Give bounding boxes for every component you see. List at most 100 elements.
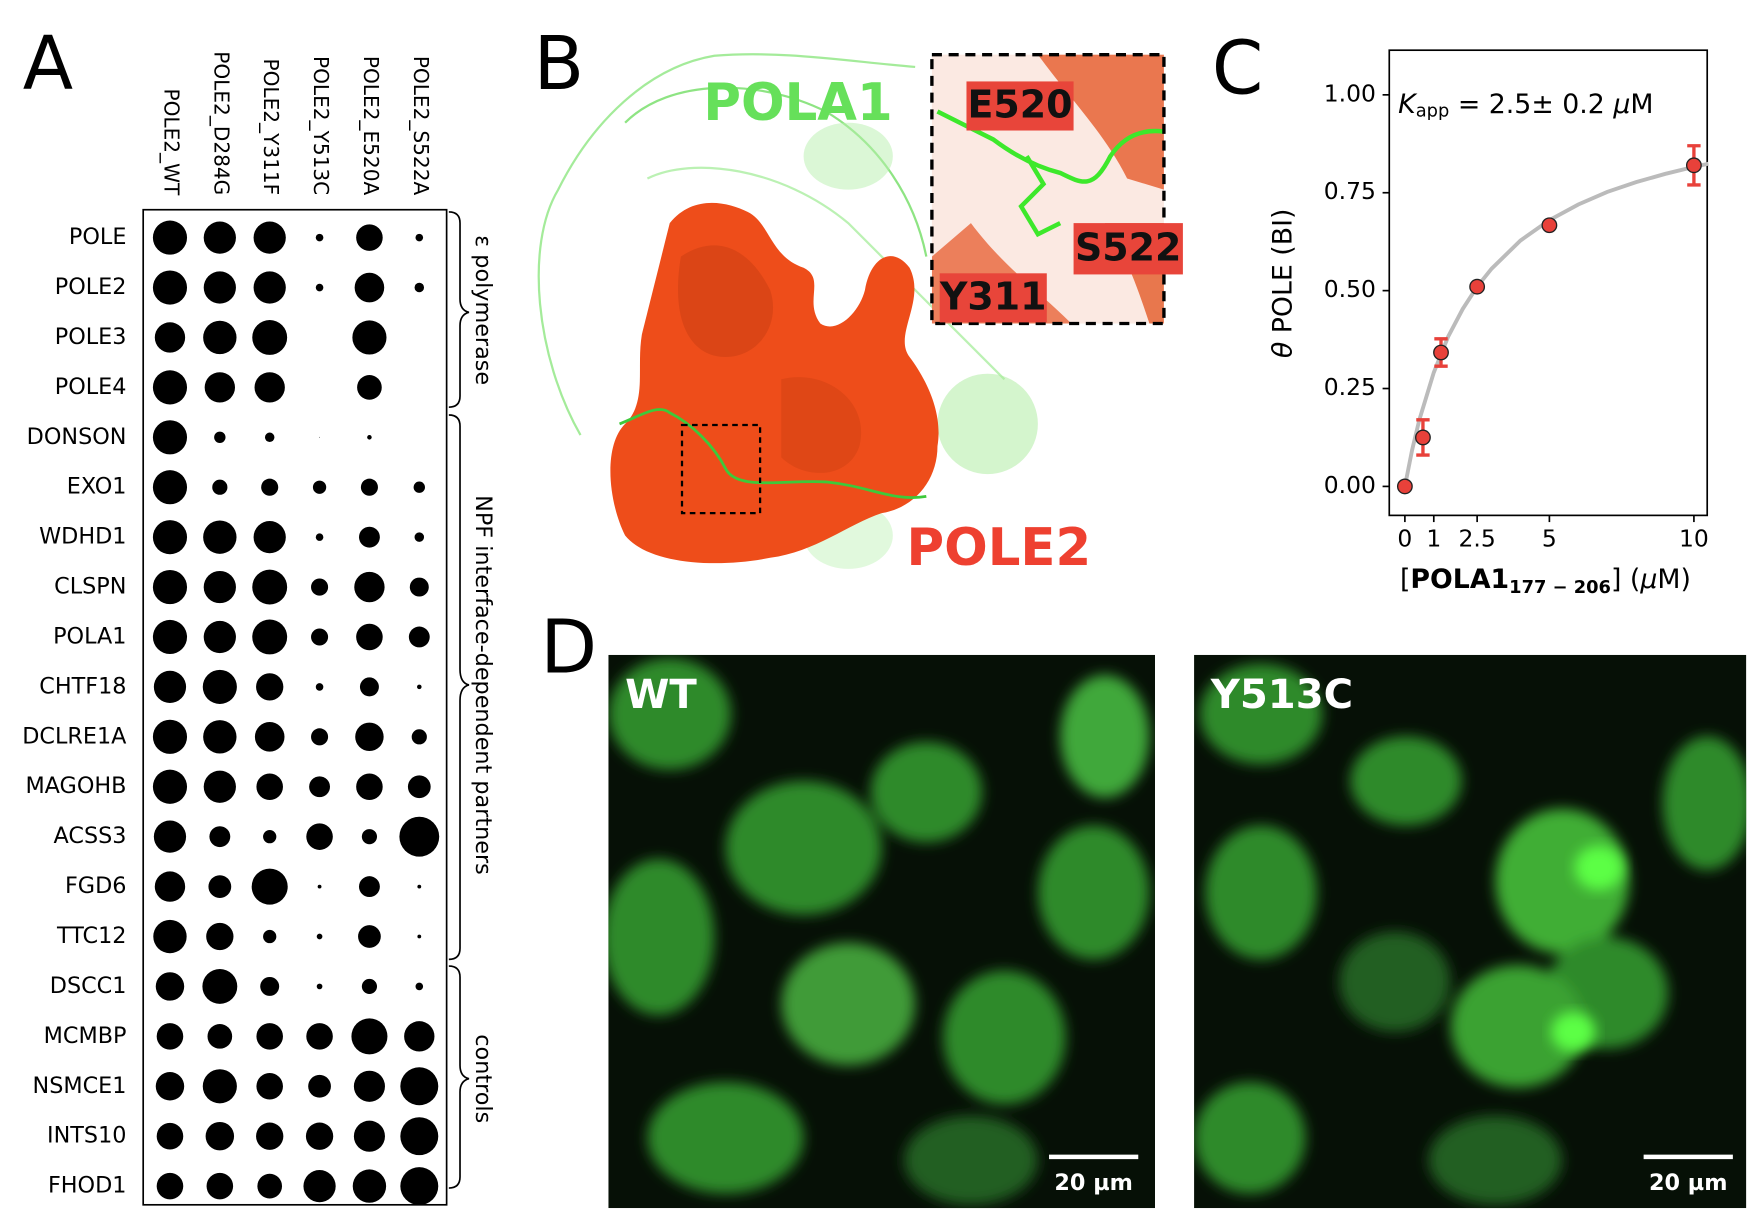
dot: [152, 420, 188, 455]
dot: [256, 1122, 284, 1150]
dot: [312, 480, 327, 494]
dot: [252, 569, 288, 605]
y-tick-label: 1.00: [1324, 79, 1376, 107]
dot: [400, 1067, 439, 1106]
row-label: MAGOHB: [25, 773, 126, 799]
panel-letter: C: [1212, 27, 1263, 112]
dot: [214, 431, 226, 443]
dot: [414, 532, 425, 542]
dot: [308, 1074, 331, 1098]
group-bracket: [448, 211, 470, 409]
row-label: DSCC1: [50, 973, 127, 999]
x-tick-label: 5: [1542, 524, 1557, 552]
row-label: CLSPN: [54, 574, 126, 600]
dot-plot-frame: [142, 208, 448, 1206]
panel-letter: D: [540, 606, 597, 691]
dot: [417, 934, 422, 939]
dot: [361, 978, 378, 995]
row-label: POLE4: [55, 374, 127, 400]
dot: [353, 1120, 385, 1152]
group-bracket: [448, 965, 470, 1189]
dot: [152, 270, 188, 305]
dot: [358, 876, 380, 898]
data-point: [1469, 278, 1486, 295]
dot: [152, 719, 188, 754]
fit-curve: [1402, 161, 1709, 487]
dot: [413, 481, 425, 493]
dot: [351, 1018, 388, 1055]
dot: [264, 432, 275, 443]
x-tick-label: 10: [1679, 524, 1709, 552]
residue-label: S522: [1075, 225, 1181, 269]
dot: [254, 722, 285, 752]
dot: [156, 1023, 184, 1050]
row-label: NSMCE1: [33, 1073, 127, 1099]
dot: [407, 775, 431, 799]
dot: [208, 875, 232, 898]
label-part: [: [1400, 564, 1410, 595]
dot: [409, 577, 429, 597]
dot: [256, 1023, 283, 1050]
dot: [153, 919, 187, 954]
dot: [202, 968, 238, 1004]
label-part: POLE (BI): [1267, 209, 1298, 342]
dot: [203, 320, 237, 355]
dot: [417, 884, 422, 889]
group-bracket: [448, 414, 470, 961]
dot: [315, 233, 324, 242]
dot: [354, 571, 385, 603]
dot: [417, 684, 422, 690]
dot: [254, 372, 285, 403]
dot: [356, 224, 383, 251]
dot: [399, 816, 440, 857]
dot: [404, 1021, 435, 1052]
row-label: TTC12: [56, 923, 126, 949]
label-part: M): [1657, 564, 1691, 595]
dot: [205, 1121, 235, 1151]
label-part: ] (: [1611, 564, 1640, 595]
annotation-part: M: [1630, 88, 1653, 119]
dot: [203, 720, 237, 754]
scale-bar-label: 20 µm: [1054, 1170, 1132, 1196]
plot-frame: [1388, 49, 1709, 517]
dot: [415, 233, 424, 242]
dot: [311, 628, 329, 646]
dot: [360, 478, 378, 496]
dot: [256, 1073, 283, 1100]
dot: [253, 271, 286, 304]
dot: [257, 1173, 283, 1199]
dot: [306, 823, 333, 850]
dot: [207, 1024, 233, 1049]
scale-bar-label: 20 µm: [1649, 1170, 1727, 1196]
y-tick-label: 0.75: [1324, 177, 1376, 205]
dot: [202, 669, 237, 704]
dot: [319, 436, 320, 438]
group-label: NPF interface-dependent partners: [470, 495, 496, 875]
dot: [153, 670, 187, 704]
row-label: WDHD1: [39, 524, 126, 550]
row-label: CHTF18: [39, 673, 126, 699]
dot: [206, 922, 234, 951]
dot: [256, 673, 284, 701]
label-part: μ: [1639, 564, 1657, 595]
annotation: Kapp = 2.5± 0.2 μM: [1398, 88, 1653, 121]
data-point: [1396, 478, 1413, 495]
dot: [152, 569, 188, 605]
data-point: [1433, 344, 1449, 361]
dot: [305, 1122, 334, 1150]
dot: [253, 521, 286, 554]
dot: [203, 620, 236, 654]
column-label: POLE2_S522A: [409, 56, 433, 196]
row-label: INTS10: [47, 1123, 126, 1149]
x-tick-label: 2.5: [1459, 524, 1496, 552]
dot: [359, 677, 379, 697]
y-tick-label: 0.00: [1324, 471, 1376, 499]
dot: [152, 769, 188, 804]
dot: [415, 982, 424, 991]
micrograph: [608, 654, 1156, 1209]
protein-label: POLE2: [907, 518, 1092, 578]
dot: [315, 533, 324, 541]
dot: [203, 770, 236, 803]
dot: [358, 925, 381, 948]
